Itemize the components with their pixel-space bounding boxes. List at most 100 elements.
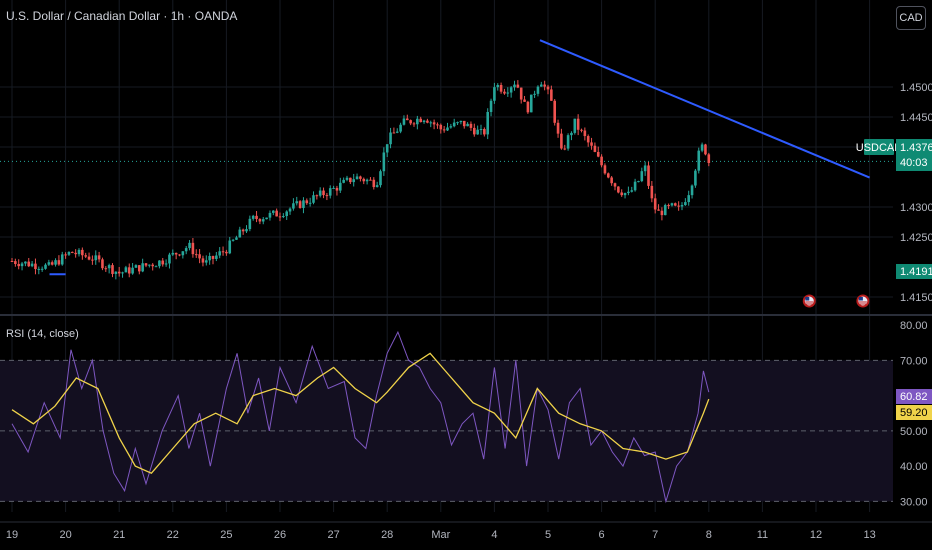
candle-up (30, 263, 34, 267)
candle-up (184, 248, 188, 252)
candle-down (275, 210, 278, 217)
candle-up (285, 211, 288, 217)
time-tick-label: 27 (327, 529, 339, 541)
symbol-badge: USDCAD (856, 139, 902, 155)
time-tick-label: 12 (810, 529, 822, 541)
candle-up (449, 126, 453, 128)
candle-up (295, 201, 299, 204)
candle-down (653, 198, 657, 210)
candles (10, 80, 711, 280)
candle-up (479, 129, 483, 131)
candle-down (473, 127, 476, 135)
candle-down (225, 251, 228, 254)
candle-up (365, 179, 369, 182)
candle-down (560, 133, 563, 149)
candle-down (138, 265, 141, 272)
candle-up (637, 181, 640, 183)
rsi-indicator-label[interactable]: RSI (14, close) (6, 328, 79, 340)
candle-down (91, 259, 94, 261)
flag-canton (858, 297, 863, 301)
candle-up (694, 170, 697, 186)
candle-up (235, 237, 238, 240)
candle-down (10, 261, 14, 262)
candle-down (151, 264, 154, 267)
candle-up (385, 144, 389, 153)
flag-canton (805, 297, 810, 301)
countdown-text: 40:03 (900, 157, 928, 169)
candle-down (241, 229, 245, 232)
candle-up (540, 84, 543, 87)
candle-up (566, 135, 570, 149)
candle-up (416, 118, 419, 125)
candle-down (593, 145, 597, 152)
candle-down (667, 205, 670, 207)
candle-up (379, 171, 382, 186)
candle-up (77, 249, 81, 255)
candle-up (663, 205, 667, 216)
candle-up (395, 131, 399, 133)
time-tick-label: 21 (113, 529, 125, 541)
time-tick-label: 28 (381, 529, 393, 541)
candle-up (107, 265, 111, 269)
candle-down (426, 120, 429, 123)
candle-up (171, 252, 175, 255)
candle-down (335, 187, 339, 191)
candle-up (54, 260, 57, 265)
candle-up (422, 120, 426, 123)
candle-down (553, 100, 556, 123)
candle-down (117, 271, 121, 274)
candle-up (493, 87, 496, 101)
candle-up (382, 152, 386, 172)
rsi-axis: 80.00 70.00 50.00 40.00 30.00 (900, 320, 928, 508)
candle-up (389, 132, 392, 145)
candle-up (342, 179, 345, 183)
candle-up (375, 185, 379, 188)
candle-down (161, 260, 165, 265)
time-tick-label: 4 (491, 529, 497, 541)
candle-up (158, 260, 161, 267)
candle-down (211, 256, 215, 259)
candle-up (452, 122, 456, 127)
candle-down (14, 261, 17, 264)
candle-up (312, 195, 315, 203)
candle-down (325, 195, 329, 197)
candle-up (355, 176, 359, 180)
candle-down (647, 165, 650, 186)
price-tick-label: 1.43000 (900, 202, 932, 214)
candle-down (617, 186, 620, 193)
candle-up (627, 191, 630, 194)
candle-down (503, 91, 506, 94)
candle-down (550, 89, 553, 101)
candle-down (97, 255, 101, 260)
candle-up (476, 129, 479, 135)
candle-down (255, 215, 258, 220)
candle-down (178, 254, 181, 256)
candle-up (533, 93, 536, 95)
candle-up (643, 165, 647, 172)
candle-up (238, 229, 242, 238)
candle-down (201, 258, 205, 263)
price-tick-label: 1.41500 (900, 292, 932, 304)
marker-price-badge: 1.41917 (896, 264, 932, 279)
candle-up (248, 218, 252, 230)
candle-down (704, 144, 707, 155)
candle-down (409, 120, 412, 124)
rsi-tick-label: 50.00 (900, 426, 928, 438)
time-tick-label: 20 (59, 529, 71, 541)
candle-up (302, 200, 305, 208)
candle-up (352, 179, 355, 183)
currency-button[interactable]: CAD (896, 6, 926, 30)
overlays (11, 39, 870, 504)
candle-down (499, 85, 503, 92)
rsi-line (11, 330, 710, 504)
candle-up (623, 193, 627, 196)
rsi-tick-label: 40.00 (900, 461, 928, 473)
candle-up (261, 219, 265, 222)
candle-down (278, 216, 282, 218)
candle-down (677, 205, 680, 207)
candle-down (610, 177, 613, 184)
candle-up (466, 123, 469, 127)
rsi-tick-label: 30.00 (900, 496, 928, 508)
candle-up (20, 263, 24, 267)
